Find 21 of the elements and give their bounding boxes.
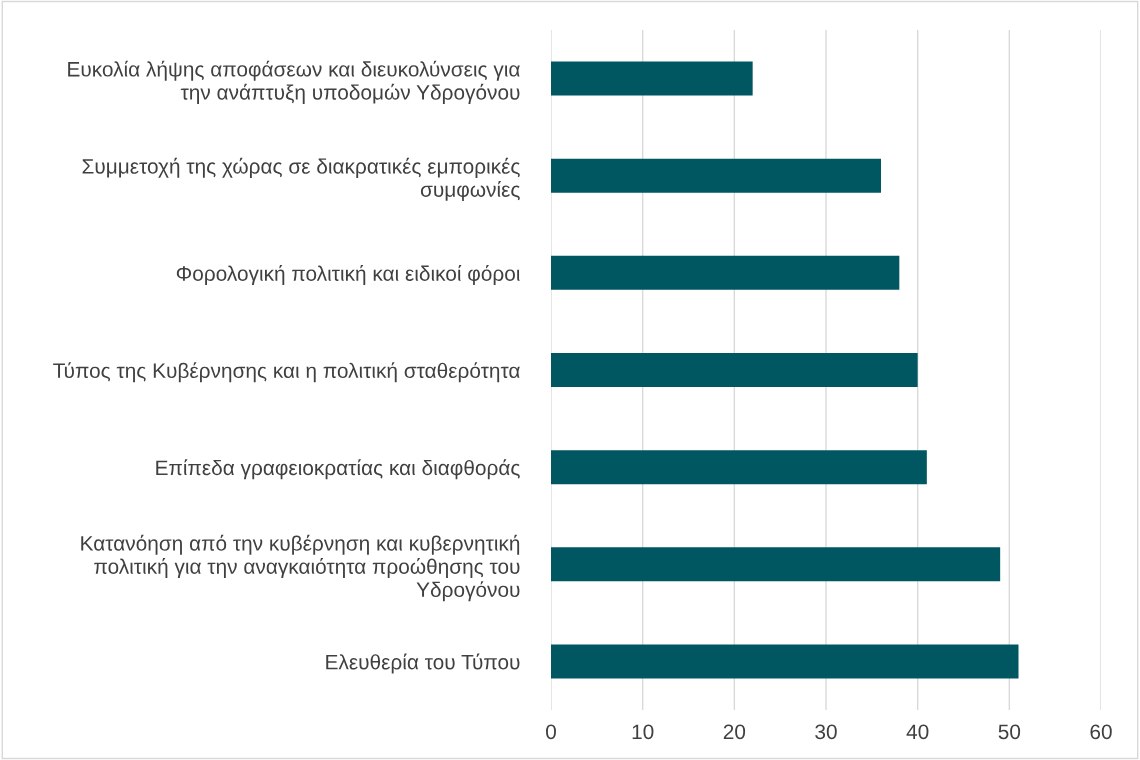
x-tick-label: 40 [906,724,929,740]
y-tick-label: Επίπεδα γραφειοκρατίας και διαφθοράς [156,459,520,480]
bar [551,353,918,387]
x-tick-label: 60 [1090,724,1112,740]
x-tick-label: 10 [632,724,654,740]
y-tick-label: Τύπος της Κυβέρνησης και η πολιτική σταθερότητα [53,362,520,383]
bar [551,644,1019,679]
bar [551,450,927,485]
x-tick-label: 50 [998,724,1021,740]
x-tick-label: 0 [546,724,556,740]
x-tick-label: 30 [815,724,837,740]
y-tick-label: Ευκολία λήψης αποφάσεων και διευκολύνσεις για την ανάπτυξη υποδομών Υδρογόνου [68,60,520,104]
bar [551,255,900,290]
bar [551,61,753,96]
bar [551,547,1001,582]
y-tick-label: Ελευθερία του Τύπου [326,653,520,674]
bar [551,158,881,193]
y-tick-label: Κατανόηση από την κυβέρνηση και κυβερνητική πολιτική για την αναγκαιότητα προώθησης του Υδρογόνου [81,534,520,602]
y-tick-label: Φορολογική πολιτική και ειδικοί φόροι [176,265,520,286]
x-tick-label: 20 [723,724,746,740]
y-tick-label: Συμμετοχή της χώρας σε διακρατικές εμπορικές συμφωνίες [82,157,520,202]
